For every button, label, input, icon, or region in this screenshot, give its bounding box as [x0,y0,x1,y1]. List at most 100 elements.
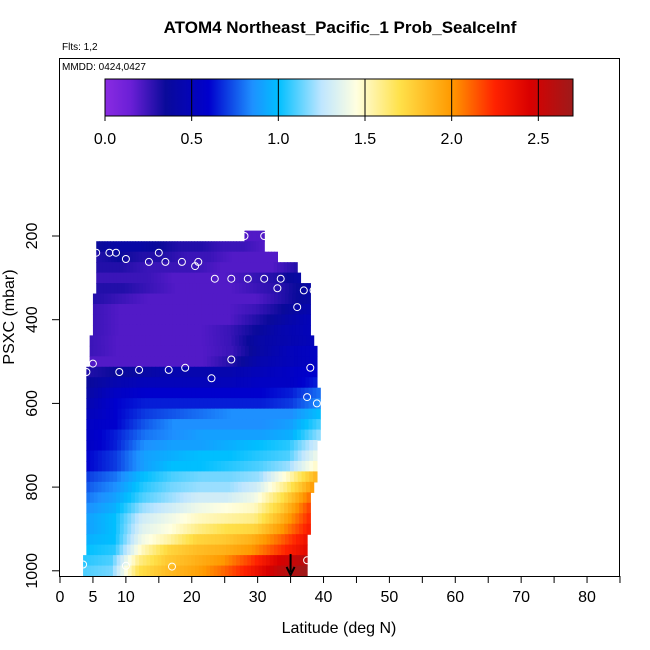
heatmap-cell [240,471,245,483]
heatmap-cell [129,251,134,263]
colorbar-tick-label: 1.0 [267,131,289,148]
heatmap-cell [168,398,173,410]
heatmap-cell [125,398,130,410]
heatmap-cell [170,544,176,556]
heatmap-cell [261,419,267,431]
heatmap-cell [176,293,181,305]
heatmap-cell [293,262,298,274]
heatmap-cell [94,408,99,420]
heatmap-cell [283,272,288,284]
heatmap-cell [233,534,238,546]
heatmap-cell [147,460,153,472]
heatmap-cell [97,335,102,347]
heatmap-cell [218,481,224,493]
heatmap-cell [108,502,114,514]
colorbar-tick-label: 2.5 [527,131,549,148]
heatmap-cell [198,513,203,525]
heatmap-cell [255,324,261,336]
heatmap-cell [270,544,275,556]
heatmap-cell [160,419,165,431]
heatmap-cell [198,324,203,336]
heatmap-cell [277,565,282,576]
heatmap-cell [290,481,296,493]
heatmap-cell [269,523,274,535]
heatmap-cell [205,523,211,535]
x-tick-label: 30 [249,589,267,606]
heatmap-cell [305,356,310,368]
heatmap-cell [271,481,277,493]
heatmap-cell [232,450,237,462]
heatmap-cell [213,565,219,576]
heatmap-cell [92,293,98,305]
heatmap-cell [159,440,164,452]
heatmap-cell [266,314,272,326]
heatmap-cell [265,555,271,567]
heatmap-cell [141,534,146,546]
heatmap-cell [275,481,281,493]
heatmap-cell [273,565,278,576]
heatmap-cell [179,387,185,399]
heatmap-cell [207,481,212,493]
heatmap-cell [313,377,318,389]
heatmap-cell [293,272,298,284]
heatmap-cell [127,241,131,253]
heatmap-cell [165,565,170,576]
heatmap-cell [296,534,301,546]
x-tick-label: 50 [381,589,399,606]
heatmap-cell [174,460,180,472]
x-axis: 0 5 10 20 30 40 50 60 70 80 [56,576,621,606]
heatmap-cell [202,241,207,253]
heatmap-cell [244,251,248,263]
heatmap-cell [255,544,260,556]
heatmap-cell [191,408,197,420]
heatmap-cell [270,314,275,326]
heatmap-cell [259,471,264,483]
heatmap-cell [194,241,198,253]
heatmap-cell [112,345,117,357]
heatmap-cell [270,534,275,546]
heatmap-cell [155,471,160,483]
heatmap-cell [139,481,144,493]
heatmap-cell [186,262,191,274]
heatmap-cell [128,450,134,462]
heatmap-cell [250,492,255,504]
heatmap-cell [120,377,126,389]
heatmap-cell [257,398,263,410]
arrow-marker [285,554,296,578]
heatmap-cell [164,335,169,347]
heatmap-cell [237,534,242,546]
heatmap-cell [140,272,145,284]
heatmap-cell [261,502,267,514]
heatmap-cell [220,335,225,347]
heatmap-cell [169,293,174,305]
heatmap-cell [258,555,263,567]
flight-point [82,368,91,376]
heatmap-cell [123,251,128,263]
heatmap-cell [153,251,158,263]
heatmap-cell [209,513,214,525]
y-tick-label: 200 [24,223,41,250]
heatmap-cell [90,398,95,410]
heatmap-cell [302,513,308,525]
heatmap-cell [119,345,125,357]
heatmap-cell [247,471,253,483]
heatmap-cell [262,251,266,263]
heatmap-cell [194,272,199,284]
heatmap-cell [128,460,134,472]
heatmap-cell [182,377,187,389]
heatmap-cell [101,387,107,399]
heatmap-cell [123,345,129,357]
heatmap-cell [108,356,113,368]
heatmap-cell [160,241,165,253]
heatmap-cell [97,366,103,378]
heatmap-cell [210,345,216,357]
heatmap-cell [263,324,268,336]
heatmap-cell [193,460,199,472]
heatmap-cell [207,544,213,556]
heatmap-cell [255,241,260,253]
heatmap-cell [183,565,189,576]
heatmap-cell [117,419,123,431]
heatmap-cell [184,345,189,357]
heatmap-cell [196,481,201,493]
heatmap-cell [182,366,187,378]
